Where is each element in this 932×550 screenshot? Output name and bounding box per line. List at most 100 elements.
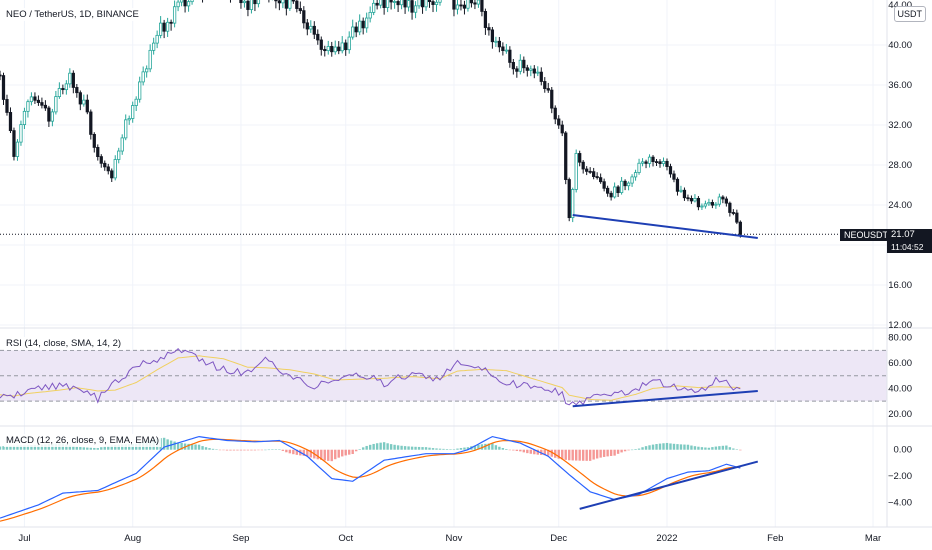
candle [389,0,393,3]
macd-hist-bar [358,449,361,450]
rsi-label[interactable]: RSI (14, close, SMA, 14, 2) [4,337,124,350]
candle [707,202,711,205]
macd-hist-bar [239,449,243,451]
symbol-title[interactable]: NEO / TetherUS, 1D, BINANCE [4,8,141,21]
candle [106,166,110,172]
macd-hist-bar [274,449,278,450]
macd-hist-bar [613,449,616,456]
candle [323,49,327,52]
candle [277,0,281,4]
macd-hist-bar [82,447,86,450]
candle [546,88,550,91]
signal-line [0,438,741,522]
macd-hist-bar [505,449,508,450]
candle [616,186,620,194]
macd-hist-bar [361,447,365,450]
macd-hist-bar [508,449,512,451]
time-tick-label: Feb [767,533,783,544]
candle [434,1,439,5]
macd-hist-bar [697,446,700,450]
candle [424,0,428,8]
macd-hist-bar [309,449,312,458]
macd-hist-bar [700,447,704,450]
candle [693,197,697,202]
candle [689,198,694,202]
candle [710,202,715,206]
candle [553,107,557,120]
macd-hist-bar [512,449,515,451]
candle [305,22,309,30]
candle [43,104,48,109]
candle [595,176,599,179]
candle [155,34,159,44]
candle [647,156,652,164]
candle [340,42,344,52]
macd-hist-bar [623,449,627,452]
macd-label[interactable]: MACD (12, 26, close, 9, EMA, EMA) [4,434,162,447]
macd-tick-label: 0.00 [894,445,913,456]
candle [141,71,145,83]
macd-hist-bar [557,449,560,459]
rsi-trendline [572,389,758,408]
macd-hist-bar [571,449,574,461]
macd-hist-bar [466,447,470,450]
candle [567,179,571,219]
candle [127,118,131,121]
macd-hist-bar [676,444,679,450]
macd-hist-bar [173,441,176,450]
macd-hist-bar [100,447,103,450]
candle [480,0,484,12]
candle [47,107,51,122]
macd-hist-bar [68,445,72,450]
macd-hist-bar [348,449,351,455]
rsi-line [0,347,741,406]
candle [361,20,365,29]
candle [466,0,470,9]
macd-trendline [579,460,759,510]
candle [508,49,512,63]
candle [525,67,529,71]
currency-button[interactable]: USDT [893,6,926,22]
candle [529,68,533,71]
macd-hist-bar [368,444,372,450]
candle [113,159,117,179]
candle [172,6,177,24]
candle [145,68,149,73]
axis-labels[interactable]: 40.00 36.00 32.00 28.00 24.00 16.00 12.00 44.00… [18,0,912,544]
trendlines[interactable] [572,214,759,510]
macd-hist-bar [595,449,599,459]
candle [455,4,460,10]
macd-tick-label: −2.00 [888,471,912,482]
macd-hist-bar [442,448,445,450]
macd-hist-bar [37,445,40,450]
macd-hist-bar [215,449,218,450]
macd-hist-bar [44,444,47,450]
candle [120,137,124,152]
rsi-tick-label: 40.00 [888,383,912,394]
macd-hist-bar [103,446,106,450]
macd-hist-bar [568,449,571,461]
candle [413,5,418,13]
candle [731,212,735,214]
candle [330,46,334,53]
macd-hist-bar [285,449,288,453]
macd-hist-bar [648,445,651,450]
candle [71,72,75,88]
candle [337,46,341,52]
macd-hist-bar [26,445,30,450]
macd-hist-bar [96,448,99,450]
candle [714,203,718,206]
macd-hist-bar [445,449,449,450]
candle [550,89,554,109]
macd-hist-bar [679,444,683,450]
macd-hist-bar [564,449,567,460]
candle [494,40,498,43]
macd-hist-bar [267,449,271,451]
candle [651,156,655,163]
candle [354,26,358,33]
candle [532,68,536,74]
macd-hist-bar [372,443,375,450]
macd-hist-bar [519,449,522,452]
price-tick-label: 28.00 [888,160,912,171]
